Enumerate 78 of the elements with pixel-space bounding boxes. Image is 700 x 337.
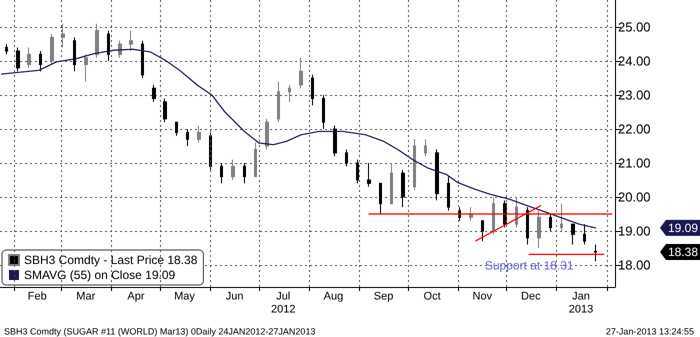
- candlestick: [231, 159, 235, 181]
- x-tick-label: Mar: [76, 290, 96, 302]
- candlestick: [311, 74, 314, 106]
- candlestick: [186, 128, 189, 147]
- candlestick: [345, 148, 348, 167]
- candlestick: [243, 162, 246, 184]
- candlestick: [447, 176, 450, 212]
- x-tick-label: Jul 2012: [270, 290, 296, 316]
- text: 27-Jan-2013 13:24:55: [606, 326, 694, 336]
- x-tick-label: Apr: [127, 290, 145, 302]
- line-series: [1, 48, 596, 228]
- y-tick-label: 22.00: [618, 122, 651, 137]
- x-tick-label: Sep: [374, 290, 394, 302]
- candlestick: [163, 98, 167, 123]
- text: SBH3 Comdty (SUGAR #11 (WORLD) Mar13) 0Daily 24JAN2012-27JAN2013: [4, 326, 316, 336]
- candlestick: [118, 40, 122, 58]
- candlestick: [141, 40, 144, 79]
- x-tick-label: Aug: [324, 290, 344, 302]
- candlestick: [288, 84, 291, 102]
- x-tick-label: Dec: [521, 290, 542, 302]
- candlestick: [560, 203, 563, 232]
- candlestick: [333, 125, 337, 157]
- candlestick: [537, 210, 541, 248]
- text: 18.38: [668, 245, 698, 260]
- candlestick: [413, 138, 416, 191]
- legend-label: SBH3 Comdty - Last Price 18.38: [24, 253, 198, 267]
- x-tick-label: Feb: [28, 290, 47, 302]
- candlestick: [594, 244, 597, 262]
- candlestick: [197, 125, 201, 144]
- candlestick: [549, 213, 552, 232]
- y-tick-label: 19.00: [618, 223, 651, 238]
- y-tick-label: 24.00: [618, 54, 651, 69]
- text: 19.09: [668, 220, 698, 235]
- legend-label: SMAVG (55) on Close 19.09: [24, 268, 176, 282]
- candlestick: [571, 224, 575, 246]
- candlestick: [515, 196, 518, 228]
- y-tick-label: 23.00: [618, 88, 651, 103]
- candlestick: [390, 162, 393, 204]
- annotation: Support at 18.31: [484, 258, 574, 272]
- x-tick-label: May: [174, 290, 196, 302]
- candlestick: [84, 54, 88, 82]
- x-tick-label: Jun: [226, 290, 244, 302]
- y-tick-label: 18.00: [618, 257, 651, 272]
- candlestick: [322, 94, 325, 130]
- candlestick: [526, 206, 529, 246]
- candlestick: [39, 50, 42, 72]
- y-tick-label: 25.00: [618, 20, 651, 35]
- candlestick: [424, 138, 427, 157]
- candlestick: [27, 47, 31, 68]
- candlestick: [50, 33, 54, 66]
- candlestick: [220, 162, 223, 184]
- x-tick-label: Jan 2013: [568, 290, 594, 316]
- candlestick: [265, 118, 269, 150]
- candlestick: [367, 162, 371, 188]
- candlestick: [129, 30, 133, 52]
- candlestick: [5, 44, 8, 55]
- candlestick: [254, 142, 257, 178]
- candlestick: [277, 81, 280, 123]
- candlestick: [152, 84, 156, 102]
- candlestick: [583, 224, 586, 246]
- candlestick: [16, 47, 20, 72]
- candlestick: [107, 30, 110, 62]
- candlestick: [379, 182, 382, 214]
- candlestick: [73, 36, 76, 72]
- candlestick: [401, 169, 405, 208]
- candlestick: [492, 196, 495, 235]
- candlestick: [481, 220, 484, 242]
- candlestick: [356, 159, 359, 184]
- x-tick-label: Nov: [472, 290, 493, 302]
- y-tick-label: 20.00: [618, 189, 651, 204]
- candlestick: [469, 206, 473, 222]
- x-tick-label: Oct: [424, 290, 441, 302]
- y-tick-label: 21.00: [618, 156, 651, 171]
- candlestick: [95, 23, 99, 58]
- candlestick: [435, 148, 439, 201]
- candlestick: [61, 23, 65, 48]
- candlestick: [299, 57, 303, 89]
- candlestick: [175, 122, 178, 136]
